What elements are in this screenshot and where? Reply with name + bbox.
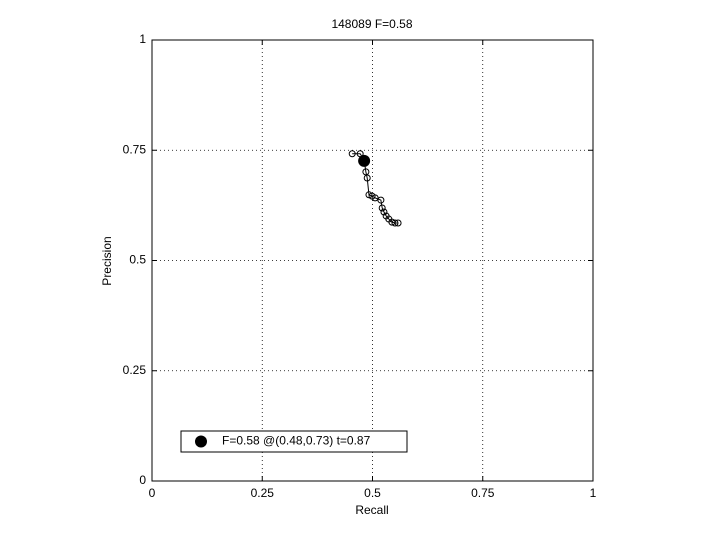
point-marker [371,194,379,202]
point-marker [394,219,402,227]
legend-box [180,430,408,453]
y-tick-label: 0.5 [129,253,146,267]
y-axis-label: Precision [100,236,114,285]
x-tick-label: 0.25 [251,486,275,500]
y-tick-label: 0.25 [123,363,147,377]
legend-label: F=0.58 @(0.48,0.73) t=0.87 [222,434,371,448]
series-line [352,153,399,224]
point-marker [380,208,388,216]
y-tick-label: 0.75 [123,142,147,156]
point-marker [365,191,373,199]
point-marker [391,219,399,227]
legend-marker [195,435,207,448]
x-tick-label: 0.75 [471,486,495,500]
x-tick-label: 0 [149,486,156,500]
best-point [358,154,371,167]
point-marker [363,174,371,182]
x-tick-label: 0.5 [364,486,381,500]
y-tick-label: 0 [139,473,146,487]
y-tick-label: 1 [139,32,146,46]
x-tick-label: 1 [590,486,597,500]
point-marker [378,204,386,212]
point-marker [348,150,356,158]
plot-frame [151,39,594,482]
x-axis-label: Recall [355,503,388,517]
point-marker [377,196,385,204]
chart-title: 148089 F=0.58 [331,17,412,31]
